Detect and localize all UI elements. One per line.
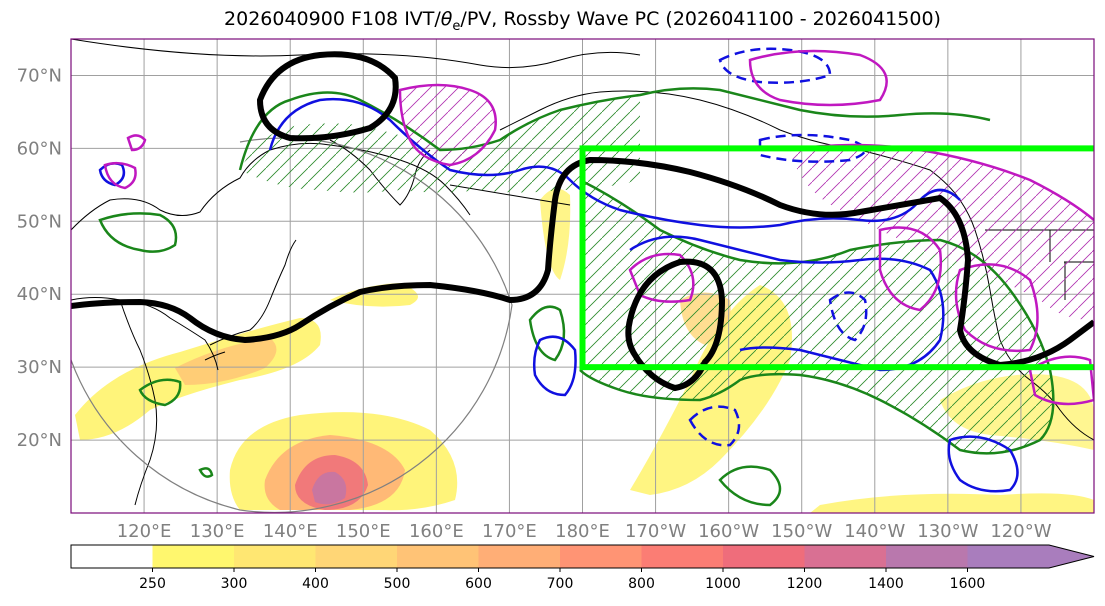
map-content [71,39,1094,513]
hatch-region-magenta-east [790,145,1094,320]
ivt-region-south [810,493,1094,513]
colorbar-label: 300 [221,576,248,592]
colorbar-segment [804,545,887,568]
title-subscript: e [452,18,461,34]
colorbar-segment [886,545,968,568]
blue-contour-dashed-3 [718,47,832,84]
colorbar-label: 500 [384,576,411,592]
colorbar-segment [641,545,724,568]
map-frame [70,38,1095,514]
colorbar-label: 1000 [705,576,741,592]
lat-label: 60°N [17,138,62,159]
pv-hatched-regions [240,85,1094,454]
blue-contour-3 [532,335,577,397]
colorbar-extend-arrow [1048,545,1094,568]
lon-label: 120°W [990,521,1051,542]
colorbar-segment [152,545,235,568]
green-contour-6 [198,467,214,478]
lon-label: 130°E [190,521,245,542]
hatch-region-north-pacific [240,95,640,193]
colorbar-label: 600 [465,576,492,592]
colorbar-segment [397,545,479,568]
colorbar-label: 800 [628,576,655,592]
lon-label: 160°W [698,521,759,542]
colorbar-segment [478,545,561,568]
blue-contour-dashed-2 [688,405,741,447]
ivt-region-dateline [540,188,571,280]
green-contours [98,87,1055,507]
colorbar-label: 1600 [950,576,986,592]
green-contour-5 [718,465,782,507]
colorbar-label: 1200 [787,576,823,592]
lat-label: 70°N [17,65,62,86]
magenta-contour-8 [126,134,147,152]
magenta-contour-9 [1028,355,1094,406]
lon-label: 120°E [117,521,172,542]
magenta-contours [103,49,1094,406]
magenta-contour-1 [398,83,497,167]
chart-title: 2026040900 F108 IVT/θe/PV, Rossby Wave P… [0,8,1105,34]
title-prefix: 2026040900 F108 IVT/ [224,8,441,30]
lon-label: 140°W [844,521,905,542]
colorbar-label: 250 [139,576,166,592]
hatch-region-magenta-west [400,85,496,165]
colorbar-outline [70,544,1095,569]
colorbar-label: 1400 [868,576,904,592]
lon-label: 170°E [482,521,537,542]
lon-label: 180°E [555,521,610,542]
lat-label: 20°N [17,430,62,451]
green-contour-1 [238,87,991,171]
rossby-wave-box [579,145,1094,371]
colorbar-segment [234,545,316,568]
colorbar-labels: 250 300 400 500 600 700 800 1000 1200 1400 1600 [139,576,985,592]
lon-label: 160°E [409,521,464,542]
colorbar-segment [560,545,642,568]
lat-label: 30°N [17,357,62,378]
blue-contour-4 [947,435,1019,493]
green-contour-2 [98,212,178,253]
lon-label: 170°W [625,521,686,542]
blue-contour-2 [629,235,945,372]
ivt-region-japan-core [175,338,277,385]
black-contour-low [625,258,726,392]
magenta-contour-5 [748,49,888,107]
lon-label: 150°E [336,521,391,542]
blue-contour-dashed-4 [758,133,867,163]
lat-label: 50°N [17,211,62,232]
coastline-arctic [71,39,641,69]
green-contour-4 [528,305,566,362]
magenta-contour-7 [103,161,137,190]
green-contour-3 [579,178,1055,455]
colorbar-segment [71,545,153,568]
colorbar-label: 700 [547,576,574,592]
title-theta: θ [440,8,453,30]
colorbar-segment [315,545,398,568]
latitude-labels: 70°N 60°N 50°N 40°N 30°N 20°N [17,65,62,451]
black-contour-north [256,51,399,142]
colorbar-segment [967,545,1050,568]
colorbar-label: 400 [302,576,329,592]
magenta-contour-3 [878,226,942,312]
lat-label: 40°N [17,284,62,305]
lon-label: 140°E [263,521,318,542]
green-contour-7 [138,378,182,407]
magenta-contour-6 [628,252,695,303]
lon-label: 130°W [917,521,978,542]
title-suffix: /PV, Rossby Wave PC (2026041100 - 202604… [460,8,941,30]
colorbar-segment [723,545,805,568]
lon-label: 150°W [771,521,832,542]
colorbar [70,544,1095,572]
longitude-labels: 120°E 130°E 140°E 150°E 160°E 170°E 180°E 170°W… [117,521,1052,542]
ivt-region-cyclone-center [312,471,347,505]
coastline-japan [204,239,297,361]
blue-contour-dashed-1 [828,291,868,342]
magenta-contour-2 [789,143,1094,221]
